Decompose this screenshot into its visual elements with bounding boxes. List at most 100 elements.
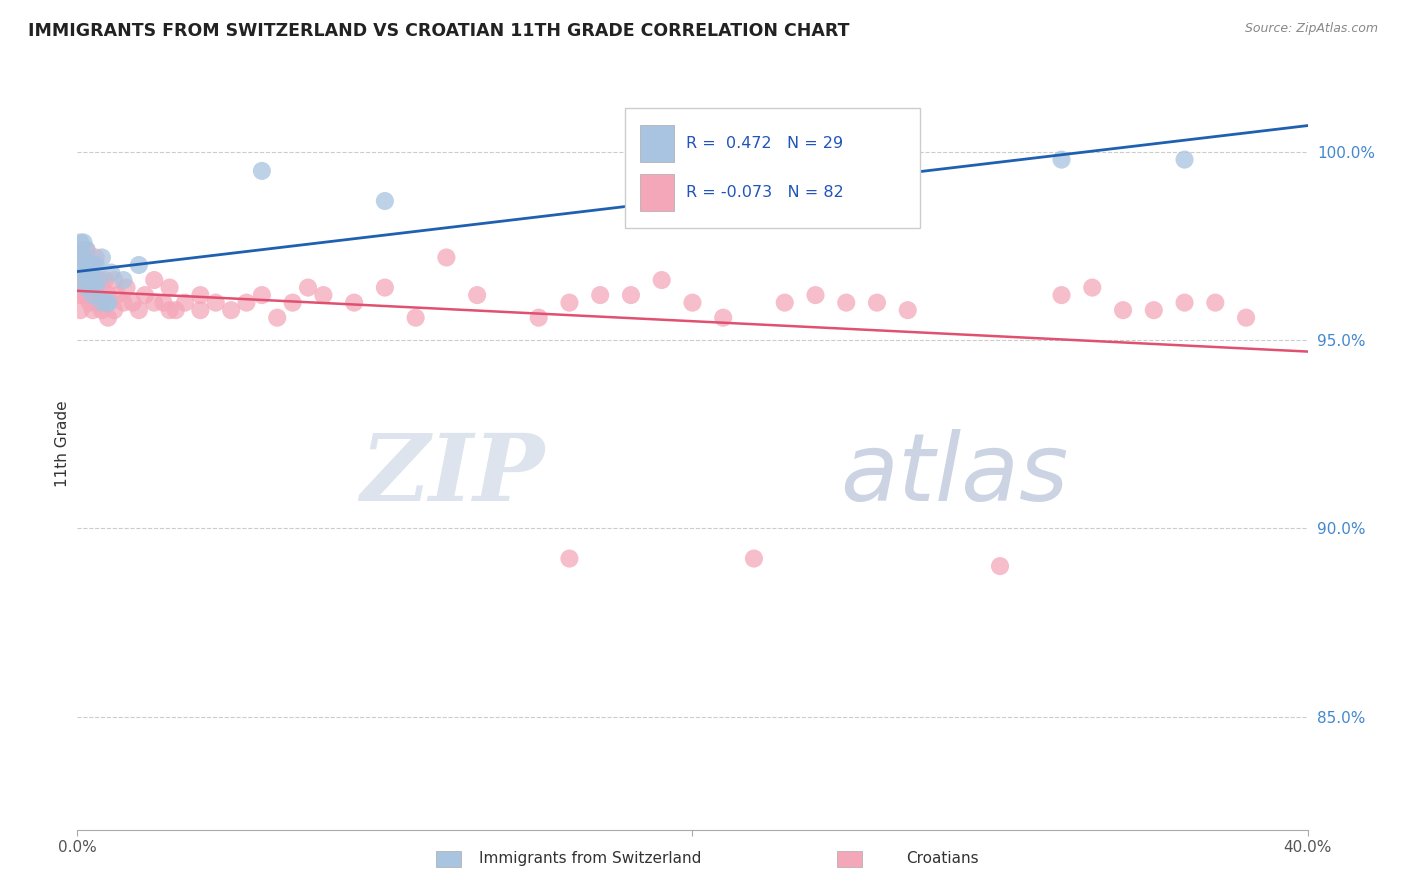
Point: [235, 295, 257, 310]
Point: [76, 258, 98, 272]
Text: R =  0.472   N = 29: R = 0.472 N = 29: [686, 136, 844, 151]
Point: [159, 303, 181, 318]
Point: [72, 251, 94, 265]
Point: [1174, 295, 1197, 310]
Point: [69, 303, 91, 318]
Point: [620, 288, 643, 302]
Point: [1050, 288, 1073, 302]
Point: [773, 295, 796, 310]
Text: atlas: atlas: [841, 429, 1069, 520]
Point: [97, 310, 120, 325]
Point: [343, 295, 366, 310]
Point: [72, 235, 94, 250]
Point: [558, 295, 581, 310]
Bar: [640, 125, 673, 162]
Point: [82, 273, 104, 287]
Point: [112, 273, 135, 287]
Point: [79, 273, 101, 287]
Point: [69, 273, 91, 287]
Point: [84, 273, 107, 287]
Point: [866, 295, 889, 310]
Point: [76, 288, 98, 302]
Point: [558, 551, 581, 566]
Point: [72, 251, 94, 265]
Point: [988, 559, 1011, 574]
Point: [72, 273, 94, 287]
Point: [79, 280, 101, 294]
Point: [97, 295, 120, 310]
Point: [589, 288, 612, 302]
Point: [90, 303, 114, 318]
Point: [219, 303, 242, 318]
Text: IMMIGRANTS FROM SWITZERLAND VS CROATIAN 11TH GRADE CORRELATION CHART: IMMIGRANTS FROM SWITZERLAND VS CROATIAN …: [28, 22, 849, 40]
Point: [804, 288, 827, 302]
FancyBboxPatch shape: [624, 108, 920, 227]
Point: [711, 310, 734, 325]
Point: [152, 295, 174, 310]
Text: Source: ZipAtlas.com: Source: ZipAtlas.com: [1244, 22, 1378, 36]
Bar: [640, 174, 673, 211]
Point: [742, 551, 765, 566]
Point: [250, 288, 273, 302]
Point: [250, 164, 273, 178]
Point: [1143, 303, 1166, 318]
Point: [651, 273, 673, 287]
Point: [121, 295, 143, 310]
Point: [84, 295, 107, 310]
Point: [174, 295, 197, 310]
Point: [1234, 310, 1257, 325]
Point: [682, 295, 704, 310]
Point: [82, 258, 104, 272]
Point: [204, 295, 226, 310]
Point: [115, 280, 138, 294]
Point: [72, 288, 94, 302]
Point: [436, 251, 458, 265]
Point: [69, 251, 91, 265]
Point: [82, 280, 104, 294]
Point: [79, 266, 101, 280]
Point: [188, 303, 212, 318]
Point: [97, 295, 120, 310]
Point: [94, 273, 117, 287]
Point: [159, 280, 181, 294]
Point: [1174, 153, 1197, 167]
Point: [76, 273, 98, 287]
Point: [72, 266, 94, 280]
Point: [835, 295, 858, 310]
Point: [188, 288, 212, 302]
Point: [297, 280, 319, 294]
Point: [69, 266, 91, 280]
Point: [82, 303, 104, 318]
Point: [94, 295, 117, 310]
Point: [103, 303, 125, 318]
Point: [165, 303, 187, 318]
Point: [1050, 153, 1073, 167]
Point: [312, 288, 335, 302]
Point: [527, 310, 550, 325]
Point: [76, 280, 98, 294]
Point: [87, 295, 110, 310]
Point: [69, 235, 91, 250]
Point: [87, 273, 110, 287]
Point: [105, 288, 128, 302]
Point: [76, 258, 98, 272]
Point: [90, 280, 114, 294]
Point: [374, 280, 396, 294]
Point: [87, 273, 110, 287]
Text: R = -0.073   N = 82: R = -0.073 N = 82: [686, 185, 844, 200]
Point: [69, 243, 91, 257]
Point: [103, 273, 125, 287]
Point: [128, 303, 150, 318]
Point: [281, 295, 304, 310]
Point: [1204, 295, 1226, 310]
Y-axis label: 11th Grade: 11th Grade: [55, 401, 70, 487]
Point: [143, 273, 166, 287]
Point: [69, 273, 91, 287]
Point: [374, 194, 396, 208]
Point: [90, 251, 114, 265]
Point: [405, 310, 427, 325]
Text: ZIP: ZIP: [360, 430, 546, 520]
Point: [79, 295, 101, 310]
Point: [90, 295, 114, 310]
Point: [69, 288, 91, 302]
